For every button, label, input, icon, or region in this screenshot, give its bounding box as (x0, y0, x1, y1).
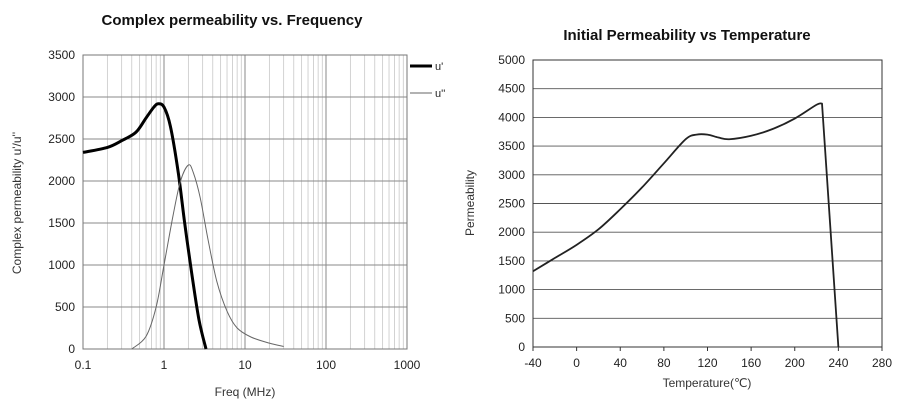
chart1-y-tick-label: 3500 (48, 48, 75, 62)
chart2-grid (532, 59, 883, 351)
chart1-y-tick-label: 2000 (48, 174, 75, 188)
chart1-y-tick-label: 1000 (48, 258, 75, 272)
chart2-permeability-line (532, 102, 840, 348)
chart1-ylabel: Complex permeability u'/u'' (10, 132, 24, 274)
chart2-x-tick-label: 40 (614, 356, 628, 370)
chart1-y-tick-label: 2500 (48, 132, 75, 146)
chart1-x-tick-label: 100 (316, 358, 336, 372)
chart1-series (82, 102, 284, 350)
chart2-x-tick-label: 0 (573, 356, 580, 370)
chart2-y-tick-label: 3000 (498, 168, 525, 182)
chart1-y-tick-label: 0 (68, 342, 75, 356)
chart2-x-tick-label: -40 (524, 356, 542, 370)
chart2-title: Initial Permeability vs Temperature (563, 27, 810, 44)
chart1-xlabel: Freq (MHz) (215, 385, 276, 399)
chart1-legend-label: u'' (435, 88, 445, 100)
chart1-tick-labels: 0 500 1000 1500 2000 2500 3000 3500 0.1 1 10 100 100… (48, 48, 420, 372)
chart2-y-tick-label: 3500 (498, 139, 525, 153)
chart1-x-tick-label: 0.1 (75, 358, 92, 372)
chart1-y-tick-label: 500 (55, 300, 75, 314)
chart2-y-tick-label: 4000 (498, 110, 525, 124)
chart2-x-tick-label: 160 (741, 356, 761, 370)
chart2-tick-labels: 0500100015002000250030003500400045005000… (498, 53, 892, 370)
chart2-ylabel: Permeability (463, 170, 477, 236)
chart1-series-u-double-prime-line (131, 164, 284, 350)
chart2-x-tick-label: 120 (697, 356, 717, 370)
chart1-x-tick-label: 10 (238, 358, 252, 372)
chart2-series (532, 102, 840, 348)
chart2-y-tick-label: 2000 (498, 225, 525, 239)
chart1-series-u-prime-line (82, 102, 208, 350)
chart2-y-tick-label: 500 (505, 311, 525, 325)
chart2-frame (532, 59, 883, 348)
chart2-x-tick-label: 80 (657, 356, 671, 370)
chart2-x-tick-label: 240 (828, 356, 848, 370)
chart2-y-tick-label: 0 (518, 340, 525, 354)
chart1-x-tick-label: 1 (161, 358, 168, 372)
chart2-x-tick-label: 200 (785, 356, 805, 370)
chart2-y-tick-label: 2500 (498, 197, 525, 211)
chart2-y-tick-label: 5000 (498, 53, 525, 67)
chart2-y-tick-label: 4500 (498, 82, 525, 96)
chart2-xlabel: Temperature(℃) (663, 376, 752, 390)
chart2-x-tick-label: 280 (872, 356, 892, 370)
chart1-title: Complex permeability vs. Frequency (102, 12, 364, 29)
chart1-legend-label: u' (435, 61, 443, 73)
chart2-y-tick-label: 1000 (498, 283, 525, 297)
chart1-grid (82, 54, 408, 350)
chart1-x-tick-label: 1000 (394, 358, 421, 372)
chart1-frame (82, 54, 408, 350)
chart1-y-tick-label: 3000 (48, 90, 75, 104)
chart2-y-tick-label: 1500 (498, 254, 525, 268)
chart1-y-tick-label: 1500 (48, 216, 75, 230)
chart1-legend: u' u'' (410, 61, 445, 100)
